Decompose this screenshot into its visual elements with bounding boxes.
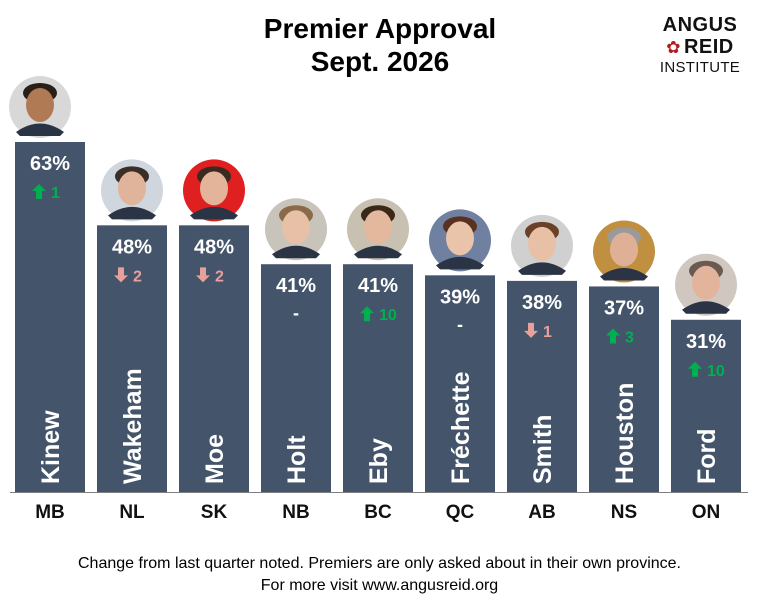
value-label: 41% (358, 275, 398, 297)
value-label: 48% (194, 236, 234, 258)
photo-face (446, 221, 474, 256)
premier-name: Moe (201, 434, 229, 484)
photo-shoulders (682, 301, 730, 314)
value-label: 39% (440, 286, 480, 308)
photo-shoulders (518, 262, 566, 275)
logo-line3: INSTITUTE (659, 59, 741, 76)
photo-shoulders (108, 206, 156, 220)
photo-face (364, 210, 392, 245)
arrow-up-icon (688, 361, 702, 377)
photo-face (118, 171, 146, 206)
value-label: 38% (522, 292, 562, 314)
change-label: 2 (133, 268, 142, 285)
premier-name: Holt (283, 435, 311, 484)
photo-shoulders (272, 245, 320, 259)
arrow-up-icon (32, 184, 46, 199)
province-label: NS (611, 502, 637, 523)
province-label: SK (201, 502, 228, 523)
bar-BC (343, 264, 413, 492)
arrow-up-icon (360, 306, 374, 322)
change-label: 10 (379, 307, 397, 324)
premier-name: Wakeham (119, 368, 147, 484)
change-label: - (457, 314, 463, 334)
province-label: AB (528, 502, 555, 523)
province-label: BC (364, 502, 392, 523)
province-label: ON (692, 502, 721, 523)
value-label: 48% (112, 236, 152, 258)
province-label: QC (446, 502, 475, 523)
bar-NL (97, 225, 167, 493)
chart-title-line1: Premier Approval (263, 13, 497, 44)
chart-title-line2: Sept. 2026 (310, 46, 450, 77)
arrow-down-icon (524, 322, 538, 338)
bar-ON (671, 319, 741, 492)
photo-face (610, 232, 638, 267)
logo-line1: ANGUS (662, 14, 738, 36)
photo-shoulders (354, 245, 402, 259)
change-label: 10 (707, 363, 725, 380)
premier-name: Fréchette (447, 371, 475, 484)
premier-name: Houston (611, 383, 639, 484)
photo-face (200, 171, 228, 206)
change-label: 2 (215, 268, 224, 285)
premier-name: Eby (365, 438, 393, 484)
footer-line2[interactable]: For more visit www.angusreid.org (260, 577, 499, 594)
angus-reid-logo[interactable]: ANGUS ✿ REID INSTITUTE (648, 14, 752, 77)
value-label: 37% (604, 297, 644, 319)
photo-face (692, 265, 720, 300)
premier-name: Smith (529, 415, 557, 484)
footer-note: Change from last quarter noted. Premiers… (0, 553, 759, 597)
photo-shoulders (600, 267, 648, 281)
change-label: 1 (543, 324, 552, 341)
photo-face (528, 226, 556, 261)
logo-line2-text: REID (683, 36, 734, 58)
province-label: NB (282, 502, 309, 523)
bar-QC (425, 275, 495, 492)
province-label: MB (35, 502, 65, 523)
change-label: 1 (51, 185, 60, 202)
photo-shoulders (16, 123, 64, 136)
bar-SK (179, 225, 249, 493)
arrow-up-icon (606, 328, 620, 344)
province-label: NL (119, 502, 145, 523)
chart-title: Premier Approval Sept. 2026 (200, 12, 560, 78)
photo-shoulders (190, 206, 238, 220)
maple-leaf-icon: ✿ (666, 38, 681, 57)
photo-face (26, 88, 54, 122)
photo-face (282, 210, 310, 245)
value-label: 31% (686, 331, 726, 353)
change-label: - (293, 303, 299, 323)
photo-shoulders (436, 256, 484, 270)
bar-AB (507, 280, 577, 492)
bar-NS (589, 286, 659, 492)
logo-line2: ✿ REID (648, 36, 752, 59)
premier-name: Ford (693, 428, 721, 484)
bar-NB (261, 264, 331, 492)
bar-MB (15, 142, 85, 492)
arrow-down-icon (114, 267, 128, 283)
value-label: 63% (30, 153, 70, 175)
change-label: 3 (625, 329, 634, 346)
premier-name: Kinew (37, 410, 65, 484)
value-label: 41% (276, 275, 316, 297)
footer-line1: Change from last quarter noted. Premiers… (78, 555, 681, 572)
arrow-down-icon (196, 267, 210, 283)
